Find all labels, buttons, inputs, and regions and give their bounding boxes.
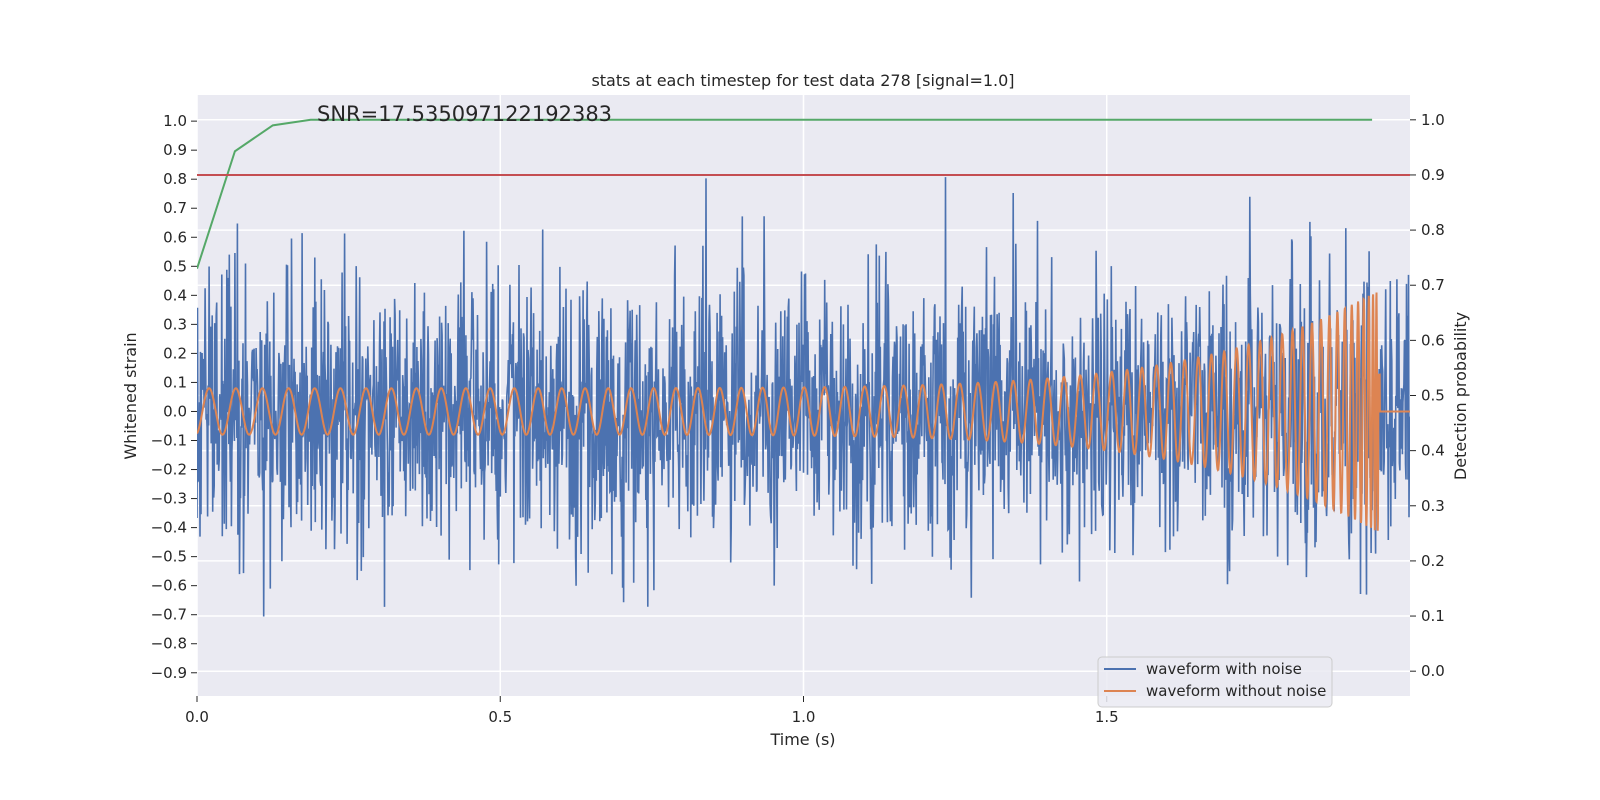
y2-tick-label: 0.6 [1421, 331, 1445, 349]
y-tick-label: 0.5 [163, 257, 187, 275]
y-tick-label: −0.1 [151, 432, 187, 450]
legend: waveform with noise waveform without noi… [1097, 656, 1333, 708]
x-axis-label: Time (s) [769, 730, 835, 749]
x-axis-ticks: 0.0 0.5 1.0 1.5 [185, 696, 1119, 726]
series-line-noisy-waveform [197, 177, 1410, 617]
y-tick-label: −0.7 [151, 606, 187, 624]
y2-tick-label: 0.5 [1421, 387, 1445, 405]
y2-tick-label: 0.0 [1421, 662, 1445, 680]
y-tick-label: 0.8 [163, 170, 187, 188]
y2-tick-label: 0.4 [1421, 442, 1445, 460]
y-tick-label: 0.9 [163, 141, 187, 159]
y2-tick-label: 0.2 [1421, 552, 1445, 570]
x-tick-label: 1.5 [1095, 708, 1119, 726]
x-tick-label: 0.0 [185, 708, 209, 726]
y-tick-label: −0.6 [151, 577, 187, 595]
chart-title: stats at each timestep for test data 278… [591, 71, 1014, 90]
legend-label-clean: waveform without noise [1146, 682, 1326, 700]
y-tick-label: −0.9 [151, 664, 187, 682]
y2-tick-label: 1.0 [1421, 111, 1445, 129]
y-tick-label: 0.4 [163, 286, 187, 304]
y-tick-label: −0.8 [151, 635, 187, 653]
legend-box [1097, 656, 1333, 708]
y-tick-label: −0.5 [151, 548, 187, 566]
y-tick-label: 0.6 [163, 228, 187, 246]
x-tick-label: 0.5 [488, 708, 512, 726]
y2-tick-label: 0.9 [1421, 166, 1445, 184]
left-axis-ticks: 1.0 0.9 0.8 0.7 0.6 0.5 0.4 0.3 0.2 0.1 0.0 −0.1 −0.… [151, 112, 197, 682]
y-tick-label: −0.3 [151, 490, 187, 508]
y2-axis-label: Detection probability [1451, 312, 1470, 480]
y-tick-label: 1.0 [163, 112, 187, 130]
y-axis-label: Whitened strain [121, 332, 140, 459]
y-tick-label: 0.0 [163, 402, 187, 420]
y-tick-label: −0.4 [151, 519, 187, 537]
y2-tick-label: 0.3 [1421, 497, 1445, 515]
y-tick-label: 0.1 [163, 373, 187, 391]
snr-annotation: SNR=17.535097122192383 [317, 102, 612, 126]
y2-tick-label: 0.7 [1421, 276, 1445, 294]
y-tick-label: 0.3 [163, 315, 187, 333]
y2-tick-label: 0.8 [1421, 221, 1445, 239]
legend-label-noisy: waveform with noise [1146, 660, 1302, 678]
series-line-clean-waveform [197, 292, 1410, 531]
y-tick-label: 0.7 [163, 199, 187, 217]
y2-tick-label: 0.1 [1421, 607, 1445, 625]
series-line-detection-probability [197, 118, 1373, 269]
right-axis-ticks: 1.0 0.9 0.8 0.7 0.6 0.5 0.4 0.3 0.2 0.1 0.0 [1410, 111, 1445, 680]
y-tick-label: −0.2 [151, 461, 187, 479]
y-tick-label: 0.2 [163, 344, 187, 362]
x-tick-label: 1.0 [792, 708, 816, 726]
